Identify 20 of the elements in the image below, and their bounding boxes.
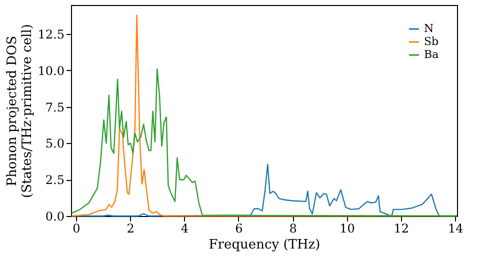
x-tick-label: 14 — [448, 222, 464, 236]
line-series — [70, 68, 458, 217]
y-axis-title: Phonon projected DOS (States/THz·primitive cell) — [4, 24, 35, 198]
x-tick-label: 2 — [126, 222, 134, 236]
legend-label: Ba — [424, 48, 440, 61]
y-tick-label: 5.0 — [45, 136, 64, 151]
y-tick-label: 2.5 — [45, 173, 64, 188]
y-tick-label: 7.5 — [45, 100, 64, 114]
x-tick-label: 4 — [180, 222, 189, 236]
x-tick-label: 12 — [394, 222, 410, 236]
x-tick-label: 8 — [289, 222, 297, 236]
y-tick-label: 0.0 — [45, 210, 64, 224]
x-axis-title: Frequency (THz) — [208, 238, 320, 252]
y-tick-label: 12.5 — [38, 28, 64, 42]
x-tick-label: 10 — [340, 222, 355, 236]
x-tick-label: 0 — [72, 222, 80, 236]
x-tick-label: 6 — [235, 222, 243, 236]
legend-label: N — [424, 22, 434, 35]
y-tick-label: 10.0 — [38, 64, 64, 78]
legend-label: Sb — [424, 35, 439, 48]
